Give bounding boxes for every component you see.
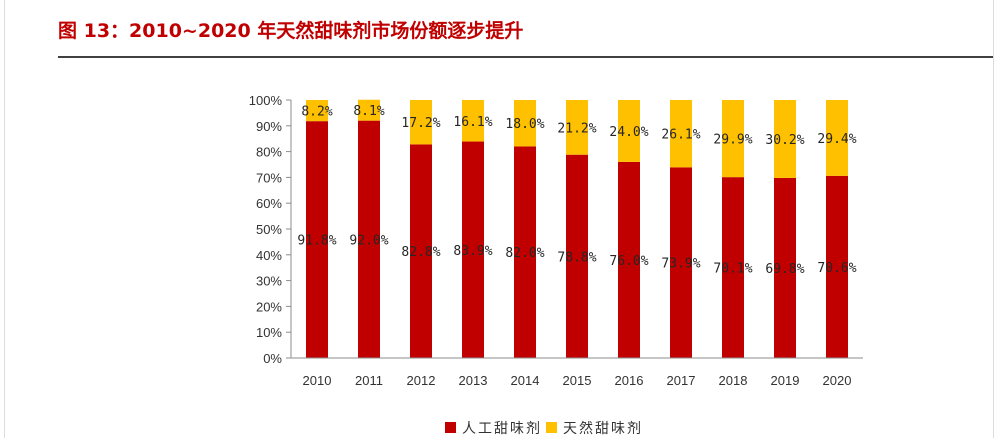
bars-layer	[306, 99, 848, 358]
legend-swatch	[445, 422, 456, 433]
bar-natural-2014	[514, 100, 536, 147]
data-label-artificial: 76.0%	[609, 254, 648, 269]
bar-natural-2017	[670, 100, 692, 168]
bar-artificial-2011	[358, 120, 380, 358]
data-label-natural: 21.2%	[557, 121, 596, 136]
bar-artificial-2017	[670, 167, 692, 358]
x-tick-label: 2017	[667, 373, 696, 388]
bar-artificial-2014	[514, 146, 536, 358]
data-label-artificial: 82.0%	[505, 246, 544, 261]
x-tick-label: 2012	[407, 373, 436, 388]
data-label-natural: 29.4%	[817, 132, 856, 147]
x-tick-label: 2020	[823, 373, 852, 388]
data-label-natural: 8.2%	[301, 105, 332, 120]
legend-label: 人工甜味剂	[462, 421, 542, 437]
legend-label: 天然甜味剂	[563, 420, 643, 437]
x-tick-label: 2011	[355, 373, 383, 388]
y-tick-label: 50%	[256, 222, 282, 237]
data-label-artificial: 70.6%	[817, 261, 856, 276]
x-tick-label: 2018	[719, 373, 748, 388]
bar-natural-2020	[826, 100, 848, 176]
data-label-natural: 16.1%	[453, 115, 492, 130]
x-tick-label: 2016	[615, 373, 644, 388]
bar-natural-2018	[722, 100, 744, 178]
data-label-artificial: 91.8%	[297, 234, 336, 249]
bar-artificial-2013	[462, 141, 484, 358]
data-label-artificial: 78.8%	[557, 250, 596, 265]
page-left-border	[4, 0, 5, 438]
bar-artificial-2018	[722, 177, 744, 358]
bar-natural-2015	[566, 100, 588, 155]
y-tick-label: 70%	[256, 170, 282, 185]
y-tick-label: 90%	[256, 119, 282, 134]
y-tick-label: 10%	[256, 325, 282, 340]
page-right-border	[993, 0, 994, 438]
legend-swatch	[546, 422, 557, 433]
bar-artificial-2020	[826, 175, 848, 358]
bar-artificial-2015	[566, 154, 588, 358]
bar-artificial-2019	[774, 177, 796, 358]
y-tick-label: 40%	[256, 248, 282, 263]
bar-natural-2019	[774, 100, 796, 178]
data-label-natural: 29.9%	[713, 133, 752, 148]
bar-artificial-2012	[410, 144, 432, 358]
x-tick-label: 2010	[303, 373, 332, 388]
y-tick-label: 100%	[249, 93, 283, 108]
bar-artificial-2010	[306, 121, 328, 358]
y-tick-label: 0%	[263, 351, 282, 366]
bar-natural-2011	[358, 99, 380, 121]
y-tick-label: 60%	[256, 196, 282, 211]
data-label-natural: 17.2%	[401, 116, 440, 131]
x-tick-label: 2015	[563, 373, 592, 388]
y-tick-label: 80%	[256, 145, 282, 160]
bar-natural-2013	[462, 100, 484, 142]
y-tick-label: 20%	[256, 299, 282, 314]
bar-natural-2010	[306, 100, 328, 122]
y-tick-label: 30%	[256, 274, 282, 289]
data-label-natural: 18.0%	[505, 117, 544, 132]
axes-layer: 2010 2011 2012 2013 2014 2015 2016 2017 2018 2019…	[249, 93, 863, 388]
title-underline	[58, 56, 993, 58]
data-label-artificial: 70.1%	[713, 262, 752, 277]
bar-artificial-2016	[618, 161, 640, 358]
x-tick-label: 2014	[511, 373, 540, 388]
data-label-artificial: 69.8%	[765, 262, 804, 277]
data-label-artificial: 92.0%	[349, 233, 388, 248]
data-label-natural: 26.1%	[661, 128, 700, 143]
x-tick-label: 2019	[771, 373, 800, 388]
data-label-artificial: 82.8%	[401, 245, 440, 260]
data-label-natural: 8.1%	[353, 104, 384, 119]
data-label-artificial: 73.9%	[661, 257, 700, 272]
data-labels-layer: 91.8% 8.2% 92.0% 8.1% 82.8% 17.2% 83.9% 16.1% 82…	[297, 104, 856, 277]
legend: 人工甜味剂 天然甜味剂	[445, 420, 643, 437]
data-label-artificial: 83.9%	[453, 244, 492, 259]
bar-natural-2016	[618, 100, 640, 162]
bar-natural-2012	[410, 100, 432, 145]
figure-title: 图 13：2010~2020 年天然甜味剂市场份额逐步提升	[58, 20, 524, 42]
x-tick-label: 2013	[459, 373, 488, 388]
data-label-natural: 24.0%	[609, 125, 648, 140]
data-label-natural: 30.2%	[765, 133, 804, 148]
